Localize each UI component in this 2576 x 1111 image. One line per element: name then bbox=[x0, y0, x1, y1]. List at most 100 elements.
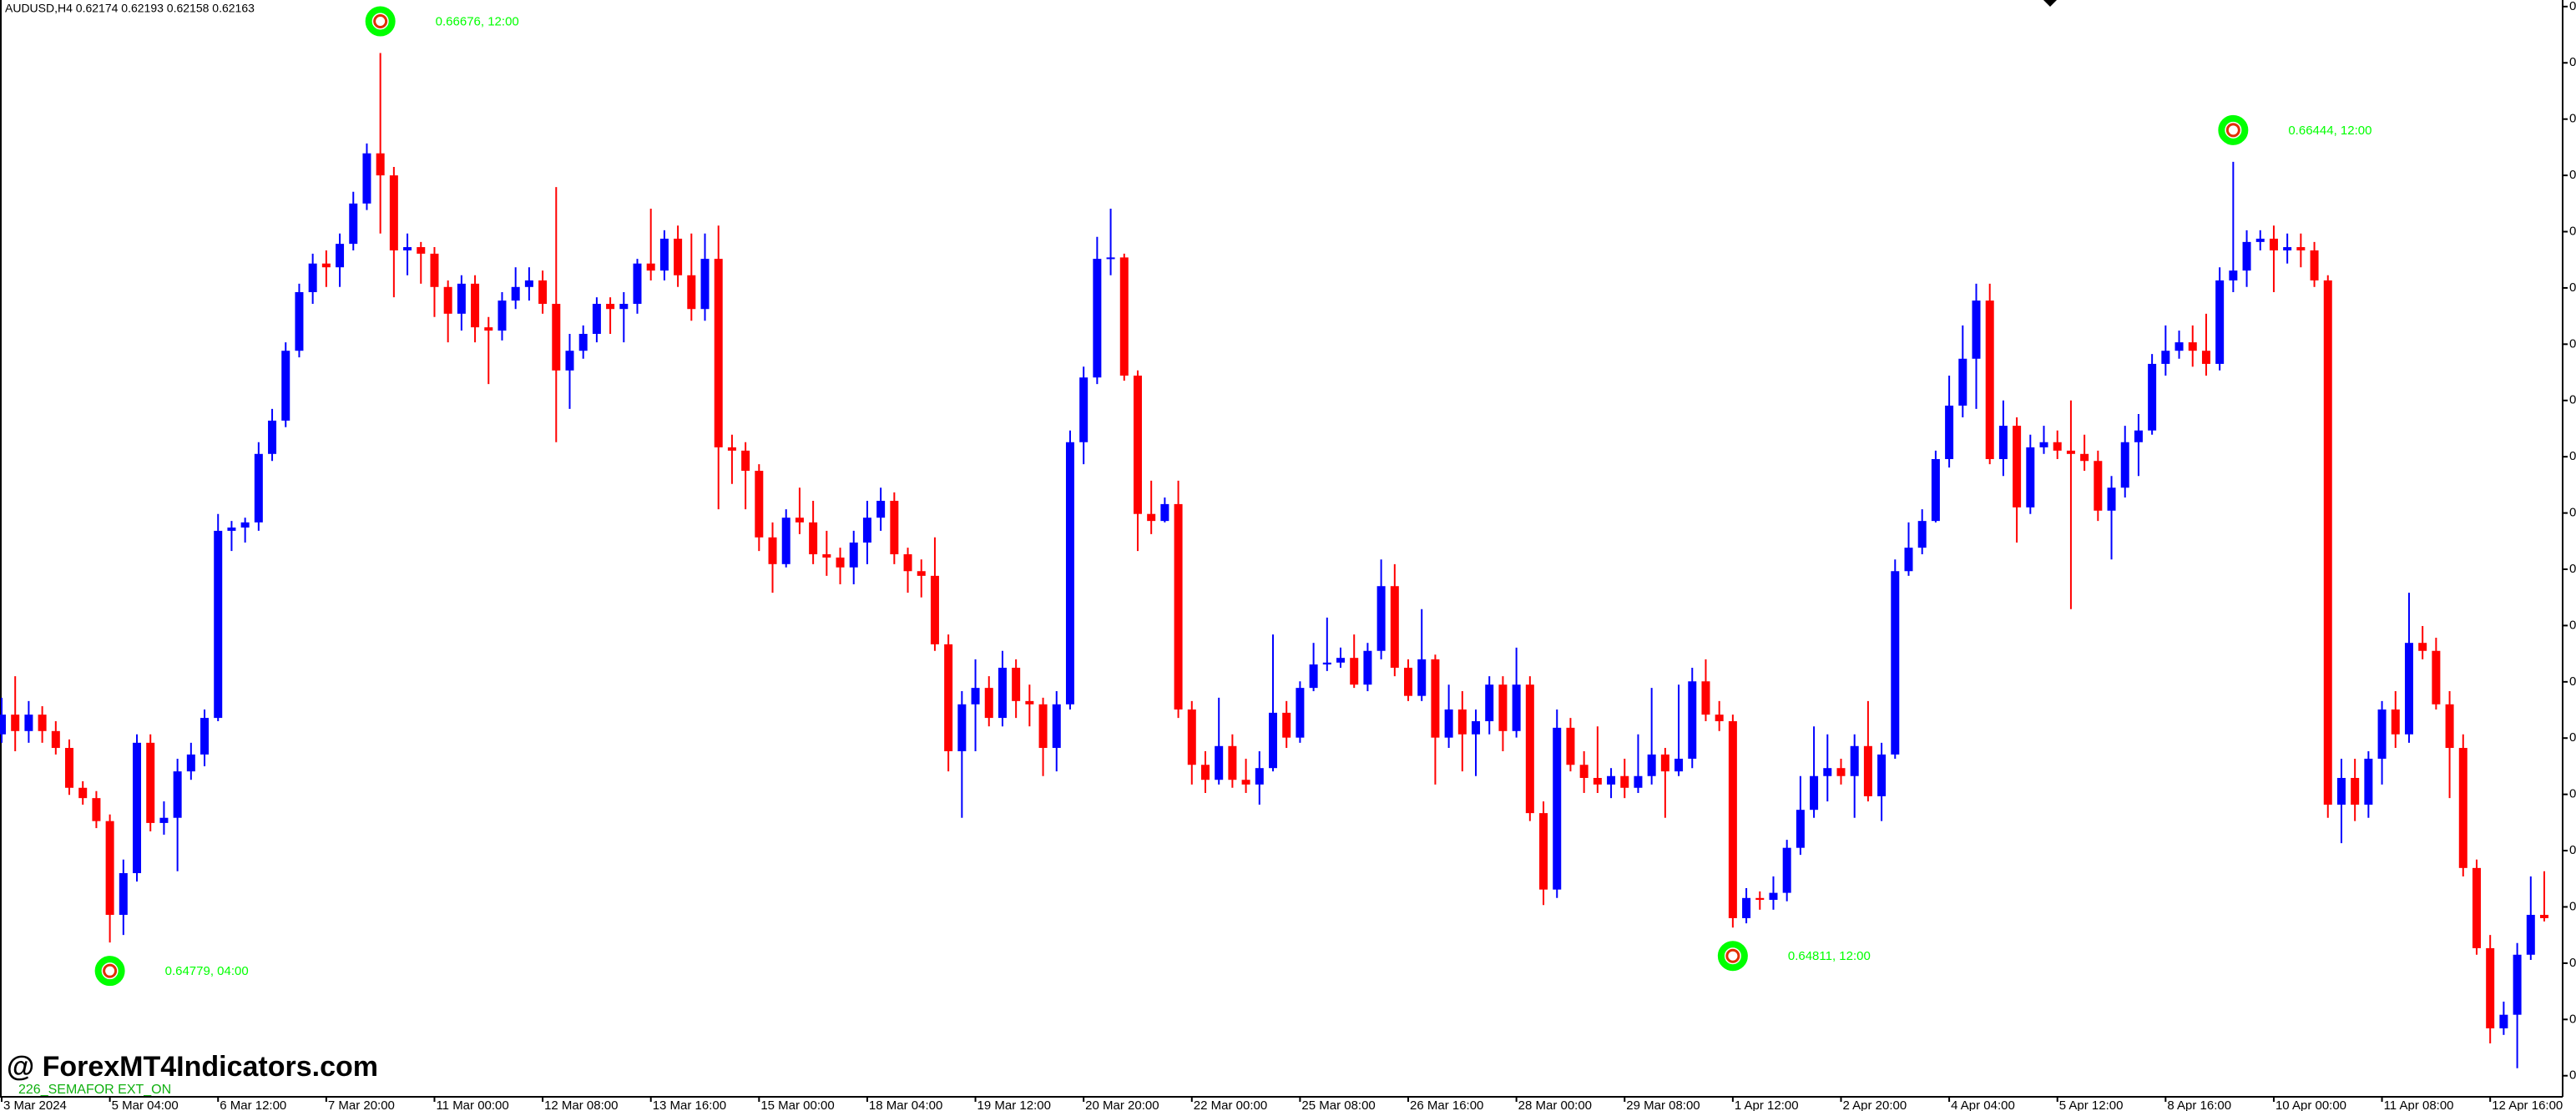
candle-body bbox=[1593, 777, 1602, 785]
candle-body bbox=[836, 557, 845, 568]
candle-body bbox=[430, 253, 439, 287]
y-tick-label: 0.66775 bbox=[2569, 0, 2576, 13]
candle-body bbox=[2404, 643, 2413, 735]
x-tick-label: 12 Mar 08:00 bbox=[544, 1098, 618, 1111]
candle-body bbox=[1998, 426, 2008, 459]
signal-dot bbox=[1725, 948, 1740, 963]
candle-body bbox=[1282, 712, 1291, 738]
candle-body bbox=[1904, 548, 1913, 572]
candle-body bbox=[687, 275, 696, 310]
candle-body bbox=[1174, 503, 1183, 710]
candle-body bbox=[2094, 461, 2103, 511]
candle-body bbox=[1472, 721, 1481, 735]
x-tick-label: 25 Mar 08:00 bbox=[1301, 1098, 1375, 1111]
x-tick-label: 26 Mar 16:00 bbox=[1410, 1098, 1483, 1111]
candle-body bbox=[1836, 768, 1846, 776]
signal-label: 0.66676, 12:00 bbox=[436, 14, 519, 28]
candle-body bbox=[2080, 453, 2089, 462]
x-tick-label: 22 Mar 00:00 bbox=[1194, 1098, 1267, 1111]
candle-body bbox=[1891, 571, 1900, 755]
candle-body bbox=[1782, 847, 1791, 893]
candle-body bbox=[2174, 342, 2184, 351]
candle-body bbox=[2364, 758, 2373, 805]
candle-body bbox=[1579, 765, 1589, 778]
candle-body bbox=[1985, 300, 1994, 459]
candle-body bbox=[538, 280, 548, 305]
candle-body bbox=[1133, 375, 1142, 514]
candle-body bbox=[2255, 238, 2265, 242]
candle-body bbox=[552, 304, 561, 371]
candle-body bbox=[349, 203, 358, 245]
candle-body bbox=[565, 351, 574, 371]
candle-body bbox=[1701, 681, 1710, 715]
candle-body bbox=[2201, 351, 2210, 364]
candle-body bbox=[2161, 351, 2170, 364]
x-tick-label: 11 Apr 08:00 bbox=[2384, 1098, 2454, 1111]
candle-body bbox=[2148, 363, 2157, 431]
candle-body bbox=[1553, 727, 1562, 890]
candle-body bbox=[1012, 667, 1021, 701]
candle-body bbox=[1269, 712, 1277, 769]
y-tick-label: 0.65335 bbox=[2569, 674, 2576, 689]
candle-body bbox=[1917, 521, 1927, 548]
candle-body bbox=[159, 817, 169, 823]
candle-body bbox=[1404, 667, 1413, 696]
candle-body bbox=[1525, 684, 1534, 814]
candle-body bbox=[917, 571, 926, 576]
x-tick-label: 7 Mar 20:00 bbox=[328, 1098, 395, 1111]
candle-body bbox=[619, 304, 629, 310]
y-tick-label: 0.66175 bbox=[2569, 280, 2576, 295]
candle-body bbox=[2432, 650, 2441, 704]
candle-body bbox=[1106, 257, 1115, 260]
candle-body bbox=[417, 247, 426, 254]
candle-body bbox=[890, 500, 899, 555]
candle-body bbox=[781, 518, 790, 564]
candle-body bbox=[714, 259, 723, 447]
y-tick-label: 0.66655 bbox=[2569, 55, 2576, 69]
candle-body bbox=[78, 787, 88, 799]
candle-body bbox=[862, 518, 871, 543]
candle-body bbox=[389, 175, 398, 250]
x-tick-label: 3 Mar 2024 bbox=[3, 1098, 67, 1111]
candle-body bbox=[2229, 270, 2238, 280]
y-tick-label: 0.66535 bbox=[2569, 112, 2576, 126]
candle-body bbox=[2351, 777, 2360, 805]
candle-body bbox=[511, 286, 520, 301]
signal-dot bbox=[2225, 123, 2240, 138]
candle-body bbox=[105, 821, 114, 916]
candle-body bbox=[2486, 947, 2495, 1028]
signal-dot bbox=[103, 963, 118, 978]
candle-body bbox=[809, 522, 818, 555]
candle-body bbox=[646, 263, 655, 271]
candle-body bbox=[2458, 748, 2467, 868]
candle-body bbox=[2120, 442, 2129, 488]
candle-body bbox=[2526, 915, 2535, 955]
candle-body bbox=[200, 718, 210, 755]
candle-body bbox=[944, 644, 953, 751]
x-tick-label: 2 Apr 20:00 bbox=[1842, 1098, 1907, 1111]
x-tick-label: 29 Mar 08:00 bbox=[1626, 1098, 1700, 1111]
candle-body bbox=[403, 247, 412, 250]
candle-body bbox=[795, 518, 804, 523]
candle-body bbox=[65, 748, 74, 788]
candle-body bbox=[2310, 250, 2319, 280]
candle-body bbox=[2513, 954, 2522, 1015]
candle-body bbox=[376, 153, 385, 176]
candle-body bbox=[186, 754, 195, 772]
candle-body bbox=[1457, 709, 1467, 735]
candle-body bbox=[2283, 247, 2292, 250]
candle-body bbox=[998, 667, 1007, 719]
candle-body bbox=[443, 286, 452, 314]
candle-body bbox=[133, 742, 142, 874]
y-tick-label: 0.64975 bbox=[2569, 843, 2576, 857]
candle-body bbox=[1769, 892, 1778, 901]
x-tick-label: 19 Mar 12:00 bbox=[977, 1098, 1051, 1111]
y-tick-label: 0.65215 bbox=[2569, 730, 2576, 745]
candle-body bbox=[2323, 280, 2332, 805]
y-tick-label: 0.65815 bbox=[2569, 449, 2576, 463]
signal-label: 0.64811, 12:00 bbox=[1788, 949, 1871, 963]
candle-body bbox=[674, 238, 683, 275]
candle-body bbox=[1674, 758, 1684, 772]
